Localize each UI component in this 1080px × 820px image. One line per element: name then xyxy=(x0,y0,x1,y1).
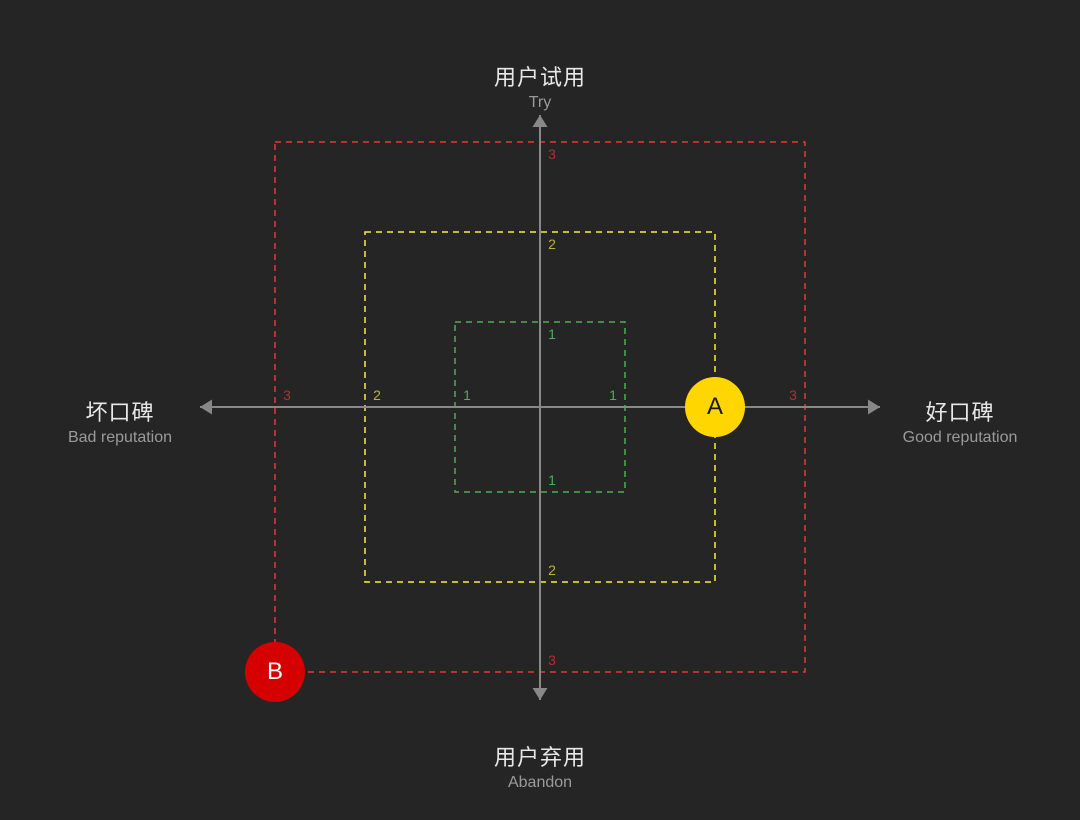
ring-label-3: 3 xyxy=(548,652,556,668)
ring-label-1: 1 xyxy=(463,387,471,403)
ring-label-2: 2 xyxy=(373,387,381,403)
axis-label-left-secondary: Bad reputation xyxy=(20,429,220,447)
quadrant-diagram: 用户试用 Try 用户弃用 Abandon 坏口碑 Bad reputation… xyxy=(0,0,1080,820)
axis-label-top-secondary: Try xyxy=(440,94,640,112)
axis-label-bottom-primary: 用户弃用 xyxy=(440,740,640,772)
ring-label-1: 1 xyxy=(548,472,556,488)
ring-label-3: 3 xyxy=(548,146,556,162)
axis-label-right-primary: 好口碑 xyxy=(860,395,1060,427)
marker-a: A xyxy=(685,377,745,437)
marker-b: B xyxy=(245,642,305,702)
axis-label-right: 好口碑 Good reputation xyxy=(860,395,1060,447)
ring-label-3: 3 xyxy=(283,387,291,403)
axis-label-bottom-secondary: Abandon xyxy=(440,774,640,792)
axis-label-right-secondary: Good reputation xyxy=(860,429,1060,447)
axis-label-top-primary: 用户试用 xyxy=(440,60,640,92)
ring-label-2: 2 xyxy=(548,236,556,252)
axis-label-bottom: 用户弃用 Abandon xyxy=(440,740,640,792)
ring-label-1: 1 xyxy=(548,326,556,342)
ring-label-2: 2 xyxy=(548,562,556,578)
ring-label-1: 1 xyxy=(609,387,617,403)
axis-label-left: 坏口碑 Bad reputation xyxy=(20,395,220,447)
axis-label-top: 用户试用 Try xyxy=(440,60,640,112)
axis-label-left-primary: 坏口碑 xyxy=(20,395,220,427)
ring-label-3: 3 xyxy=(789,387,797,403)
